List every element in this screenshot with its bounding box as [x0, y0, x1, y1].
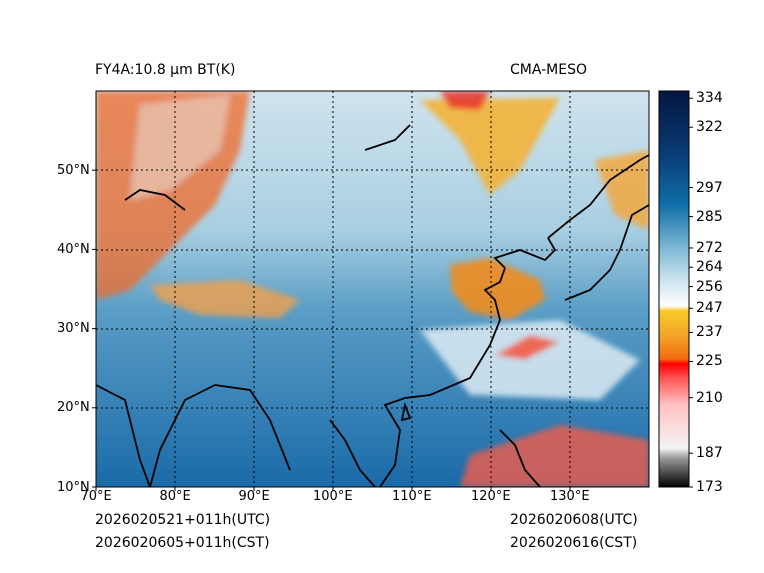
footer-init-cst: 2026020605+011h(CST): [95, 535, 270, 551]
title-left: FY4A:10.8 µm BT(K): [95, 62, 236, 78]
colorbar-tick-label: 297: [696, 179, 723, 196]
colorbar-tick-label: 237: [696, 324, 723, 341]
colorbar-gradient: [658, 90, 690, 488]
lon-tick-label: 120°E: [471, 489, 511, 504]
cloud-south-red: [460, 425, 649, 487]
colorbar-tick-label: 322: [696, 119, 723, 136]
cloud-east-china: [450, 258, 545, 320]
cloud-north-orange: [420, 98, 560, 195]
colorbar-tick-label: 264: [696, 259, 723, 276]
lat-tick-label: 30°N: [57, 321, 90, 337]
colorbar-tick-label: 187: [696, 445, 723, 462]
footer-valid-cst: 2026020616(CST): [510, 535, 638, 551]
graticule: [96, 91, 649, 487]
title-right: CMA-MESO: [510, 62, 588, 78]
cloud-northwest-core: [130, 95, 230, 200]
cloud-taiwan-streak: [495, 335, 560, 360]
lat-tick-label: 20°N: [57, 400, 90, 416]
lon-tick-label: 110°E: [392, 489, 432, 504]
cloud-north-red: [440, 91, 490, 110]
lat-tick-label: 10°N: [57, 479, 90, 495]
cloud-northeast: [595, 150, 649, 230]
map-frame: [95, 90, 650, 488]
cloud-ocean-bright: [420, 320, 640, 400]
colorbar-tick-label: 173: [696, 479, 723, 495]
cloud-tibet-band: [150, 280, 300, 318]
colorbar-tick-label: 210: [696, 389, 723, 406]
colorbar-tick-label: 285: [696, 208, 723, 225]
lat-tick-label: 40°N: [57, 241, 90, 257]
map-ticks: [92, 169, 571, 491]
colorbar-tick-label: 225: [696, 353, 723, 370]
colorbar-tick-label: 256: [696, 278, 723, 295]
lon-tick-label: 100°E: [313, 489, 353, 504]
colorbar-tick-label: 272: [696, 239, 723, 256]
lat-tick-label: 50°N: [57, 162, 90, 178]
colorbar: [658, 90, 693, 488]
lon-tick-label: 80°E: [159, 489, 191, 504]
colorbar-tick-label: 334: [696, 90, 723, 107]
colorbar-tick-label: 247: [696, 300, 723, 317]
lon-tick-label: 70°E: [80, 489, 112, 504]
footer-init-utc: 2026020521+011h(UTC): [95, 512, 271, 528]
lon-tick-label: 90°E: [238, 489, 270, 504]
coastlines: [96, 124, 649, 487]
footer-valid-utc: 2026020608(UTC): [510, 512, 638, 528]
lon-tick-label: 130°E: [550, 489, 590, 504]
